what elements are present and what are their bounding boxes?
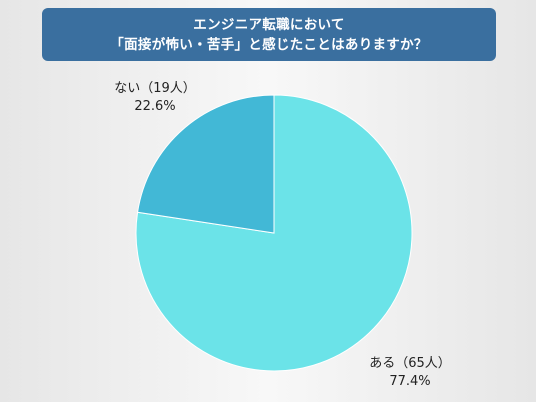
pie-slice-aru	[135, 94, 413, 372]
slice-label-nai-percent: 22.6%	[134, 99, 176, 114]
slice-label-aru-percent: 77.4%	[389, 374, 431, 389]
pie-slice-nai	[137, 94, 275, 234]
slice-label-aru: ある（65人） 77.4%	[345, 355, 475, 391]
slice-label-nai: ない（19人） 22.6%	[100, 80, 210, 116]
chart-title-line-2: 「面接が怖い・苦手」と感じたことはありますか？	[110, 36, 428, 53]
slice-label-aru-name: ある（65人）	[369, 356, 451, 371]
chart-title-banner: エンジニア転職において 「面接が怖い・苦手」と感じたことはありますか？	[42, 8, 496, 61]
chart-title-line-1: エンジニア転職において	[193, 16, 345, 33]
slice-label-nai-name: ない（19人）	[114, 81, 196, 96]
